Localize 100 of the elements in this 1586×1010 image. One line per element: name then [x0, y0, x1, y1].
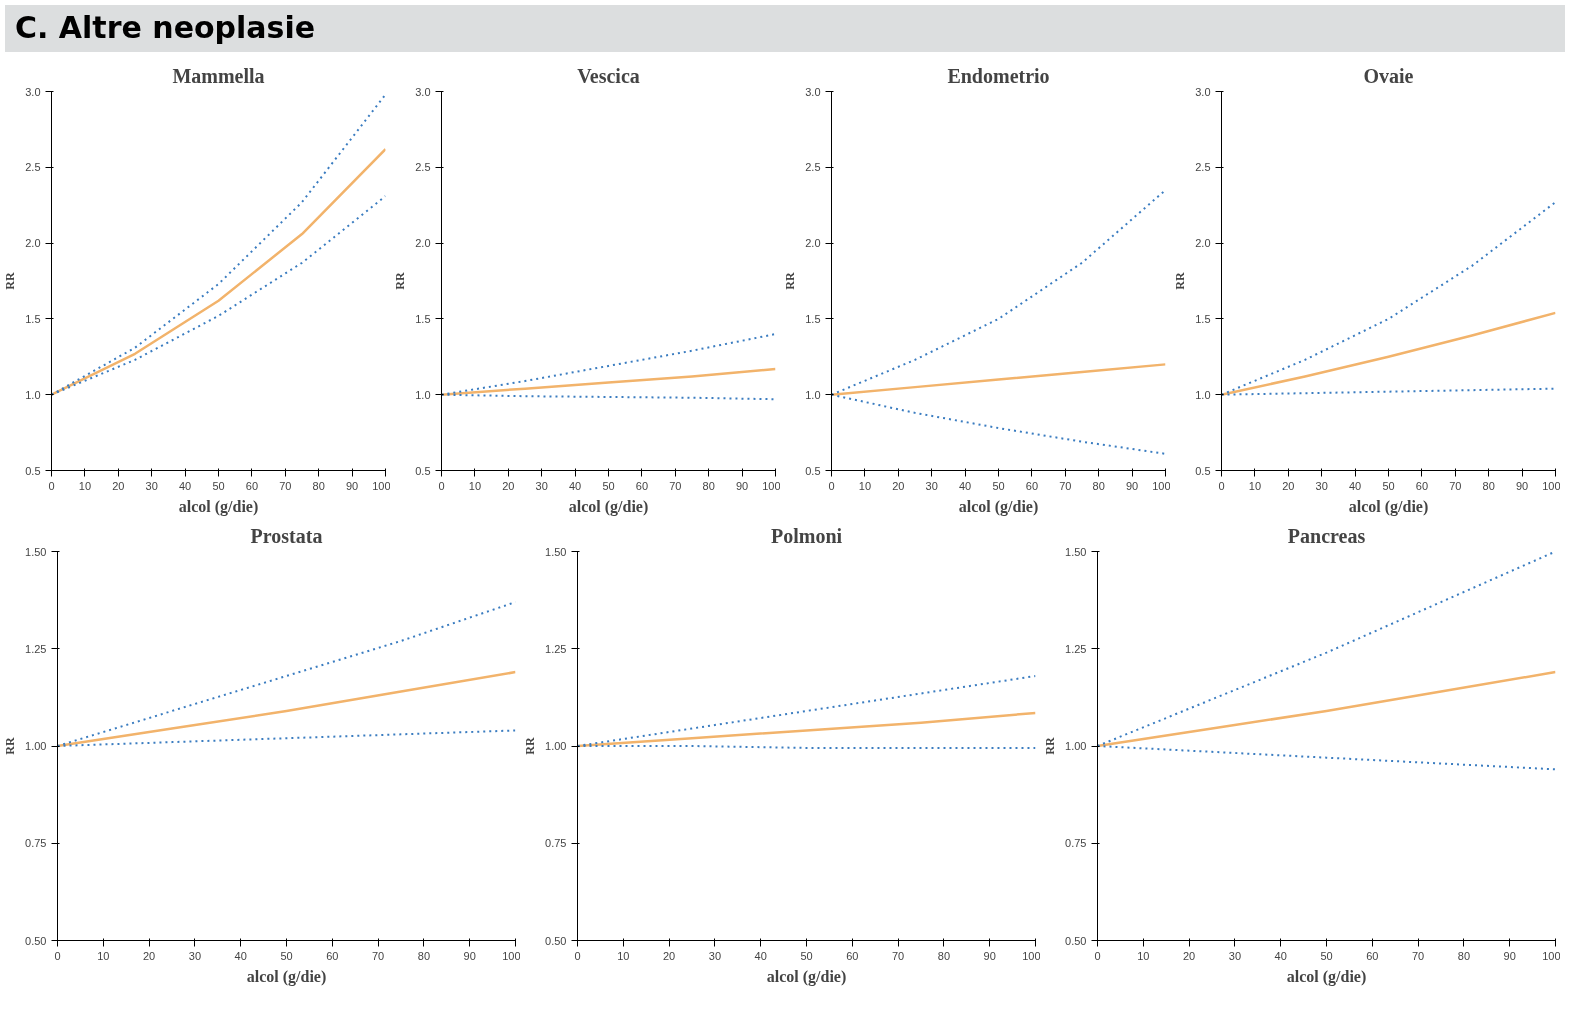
- y-tick-label: 1.50: [1065, 545, 1087, 558]
- x-tick-label: 80: [937, 949, 951, 962]
- y-tick-label: 0.50: [545, 934, 567, 947]
- y-tick-label: 1.00: [1065, 739, 1087, 752]
- y-tick-label: 2.5: [25, 161, 41, 174]
- y-tick-label: 2.0: [25, 236, 41, 249]
- x-axis-title: alcol (g/die): [246, 967, 327, 986]
- x-tick-label: 50: [1382, 479, 1395, 492]
- x-tick-label: 20: [1282, 479, 1295, 492]
- x-tick-label: 70: [669, 479, 682, 492]
- x-tick-label: 40: [754, 949, 767, 962]
- x-tick-label: 60: [1025, 479, 1039, 492]
- x-tick-label: 50: [280, 949, 293, 962]
- x-tick-label: 80: [1482, 479, 1495, 492]
- chart-title: Endometrio: [947, 64, 1050, 87]
- y-axis-title: RR: [1043, 736, 1058, 755]
- y-axis-title: RR: [783, 271, 798, 290]
- y-tick-label: 3.0: [805, 85, 821, 98]
- x-tick-label: 0: [828, 479, 835, 492]
- x-tick-label: 30: [145, 479, 158, 492]
- y-tick-label: 0.50: [25, 934, 47, 947]
- x-tick-label: 40: [178, 479, 192, 492]
- y-tick-label: 0.50: [1065, 934, 1087, 947]
- y-tick-label: 3.0: [25, 85, 41, 98]
- x-tick-label: 100: [502, 949, 521, 962]
- x-tick-label: 10: [468, 479, 482, 492]
- y-tick-label: 2.0: [415, 236, 431, 249]
- x-tick-label: 60: [635, 479, 649, 492]
- y-tick-label: 3.0: [1195, 85, 1211, 98]
- y-tick-label: 0.5: [805, 464, 821, 477]
- x-tick-label: 40: [1274, 949, 1287, 962]
- y-tick-label: 2.0: [805, 236, 821, 249]
- y-tick-label: 1.5: [25, 312, 41, 325]
- x-tick-label: 30: [188, 949, 202, 962]
- y-tick-label: 2.5: [805, 161, 821, 174]
- y-tick-label: 1.0: [415, 388, 431, 401]
- x-tick-label: 90: [463, 949, 476, 962]
- x-tick-label: 100: [762, 479, 781, 492]
- x-tick-label: 10: [1248, 479, 1262, 492]
- x-tick-label: 20: [662, 949, 676, 962]
- x-tick-label: 10: [617, 949, 630, 962]
- chart-title: Prostata: [250, 524, 323, 547]
- y-tick-label: 2.5: [415, 161, 431, 174]
- x-tick-label: 40: [234, 949, 247, 962]
- x-tick-label: 90: [983, 949, 996, 962]
- x-tick-label: 50: [1320, 949, 1333, 962]
- y-tick-label: 1.00: [25, 739, 47, 752]
- x-tick-label: 0: [1218, 479, 1225, 492]
- x-axis-title: alcol (g/die): [958, 497, 1039, 516]
- y-tick-label: 0.75: [545, 837, 567, 850]
- y-tick-label: 1.0: [805, 388, 821, 401]
- y-tick-label: 3.0: [415, 85, 431, 98]
- x-tick-label: 70: [1449, 479, 1462, 492]
- x-tick-label: 70: [891, 949, 905, 962]
- y-axis-title: RR: [3, 736, 18, 755]
- x-tick-label: 20: [142, 949, 156, 962]
- y-tick-label: 0.5: [25, 464, 41, 477]
- x-tick-label: 0: [1094, 949, 1101, 962]
- x-tick-label: 90: [1515, 479, 1529, 492]
- x-tick-label: 100: [1542, 949, 1561, 962]
- x-tick-label: 50: [602, 479, 615, 492]
- x-tick-label: 90: [1503, 949, 1516, 962]
- y-tick-label: 1.5: [1195, 312, 1211, 325]
- x-axis-title: alcol (g/die): [1348, 497, 1429, 516]
- x-tick-label: 60: [846, 949, 859, 962]
- y-tick-label: 2.5: [1195, 161, 1211, 174]
- x-tick-label: 60: [245, 479, 259, 492]
- x-tick-label: 20: [502, 479, 515, 492]
- x-tick-label: 80: [702, 479, 715, 492]
- x-tick-label: 0: [438, 479, 445, 492]
- x-tick-label: 80: [1092, 479, 1105, 492]
- x-tick-label: 10: [97, 949, 110, 962]
- x-tick-label: 60: [1366, 949, 1379, 962]
- y-tick-label: 0.75: [1065, 837, 1087, 850]
- chart-title: Ovaie: [1363, 64, 1414, 87]
- x-tick-label: 20: [892, 479, 905, 492]
- chart-title: Polmoni: [770, 524, 843, 547]
- x-tick-label: 30: [1228, 949, 1242, 962]
- x-tick-label: 30: [535, 479, 548, 492]
- x-tick-label: 70: [279, 479, 292, 492]
- x-tick-label: 20: [1182, 949, 1196, 962]
- x-tick-label: 100: [1152, 479, 1171, 492]
- y-tick-label: 1.25: [1065, 642, 1087, 655]
- x-tick-label: 100: [1022, 949, 1041, 962]
- x-tick-label: 10: [858, 479, 872, 492]
- x-tick-label: 30: [925, 479, 938, 492]
- x-tick-label: 100: [1542, 479, 1561, 492]
- x-tick-label: 80: [1457, 949, 1471, 962]
- x-tick-label: 40: [958, 479, 972, 492]
- y-tick-label: 1.50: [25, 545, 47, 558]
- y-tick-label: 2.0: [1195, 236, 1211, 249]
- y-tick-label: 1.5: [805, 312, 821, 325]
- y-tick-label: 0.5: [1195, 464, 1211, 477]
- x-tick-label: 40: [1348, 479, 1362, 492]
- x-tick-label: 90: [735, 479, 749, 492]
- x-tick-label: 10: [1137, 949, 1150, 962]
- chart-title: Vescica: [577, 64, 640, 87]
- y-tick-label: 1.0: [25, 388, 41, 401]
- x-tick-label: 80: [312, 479, 325, 492]
- x-axis-title: alcol (g/die): [178, 497, 259, 516]
